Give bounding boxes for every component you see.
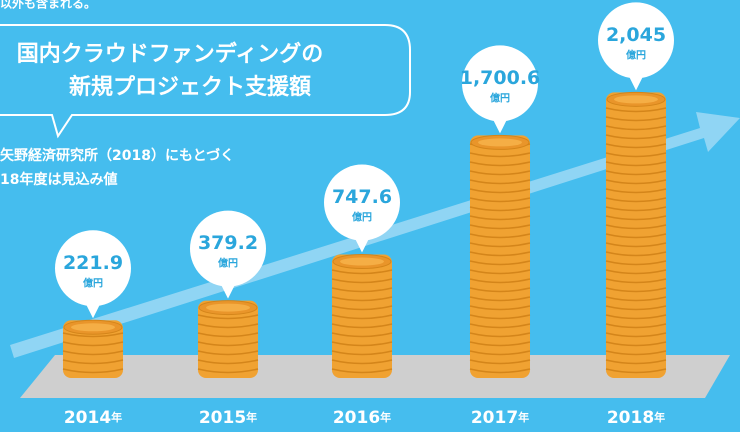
unit-label: 億円 [352,211,372,224]
year: 2018 [607,408,654,428]
value-label: 1,700.6 [460,67,541,89]
unit-label: 億円 [83,276,103,289]
year-suffix: 年 [654,410,665,424]
coin-top-inner [206,304,250,312]
note: 18年度は見込み値 [0,171,117,188]
title: 国内クラウドファンディングの [17,41,323,67]
unit-label: 億円 [490,91,510,104]
coin-stack [470,135,530,378]
infographic: 以外も含まれる。 国内クラウドファンディングの 新規プロジェクト支援額 矢野経済… [0,0,740,432]
coin-top-inner [614,95,658,103]
unit-label: 億円 [218,257,238,270]
coin-top-inner [340,258,384,266]
title: 新規プロジェクト支援額 [69,74,311,100]
value-label: 221.9 [63,252,123,274]
year: 2017 [471,408,518,428]
year-suffix: 年 [246,410,257,424]
year-suffix: 年 [518,410,529,424]
value-label: 379.2 [198,232,258,254]
note: 矢野経済研究所（2018）にもとづく [0,147,234,164]
value-label: 2,045 [606,24,666,46]
coin-top-inner [71,323,115,331]
coin-top-inner [478,138,522,146]
year: 2016 [333,408,380,428]
year: 2015 [199,408,246,428]
year-suffix: 年 [380,410,391,424]
year-suffix: 年 [111,410,122,424]
year: 2014 [64,408,111,428]
top-note: 以外も含まれる。 [0,0,96,11]
unit-label: 億円 [626,48,646,61]
value-label: 747.6 [332,186,392,208]
